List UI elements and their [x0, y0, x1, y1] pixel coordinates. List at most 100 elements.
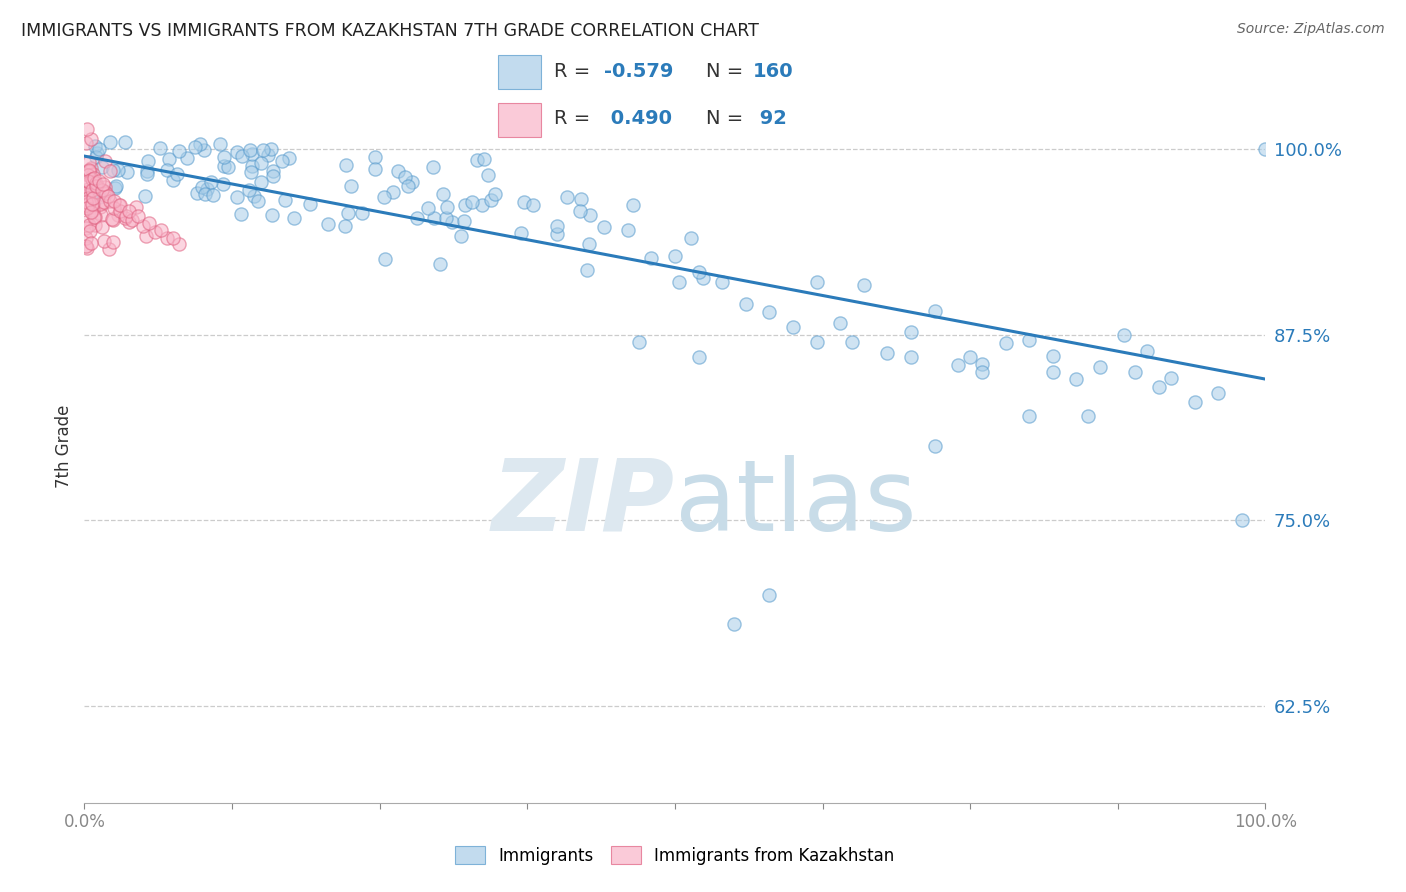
Point: [924, 304, 946, 318]
Point: [149, 141, 172, 155]
Point: [664, 249, 686, 263]
Point: [134, 188, 156, 202]
Text: 92: 92: [752, 110, 786, 128]
Point: [679, 231, 702, 245]
Point: [125, 200, 148, 214]
Point: [195, 182, 218, 196]
Point: [101, 235, 124, 249]
Point: [262, 169, 284, 183]
Point: [75, 239, 97, 253]
Point: [252, 143, 274, 157]
Point: [108, 198, 131, 212]
Point: [734, 297, 756, 311]
Bar: [498, 103, 541, 137]
Point: [948, 358, 970, 372]
Point: [333, 219, 356, 234]
Point: [98, 242, 121, 256]
Point: [1018, 333, 1040, 347]
Point: [79, 186, 101, 201]
Point: [75, 136, 97, 150]
Point: [1206, 386, 1229, 401]
Point: [90, 208, 112, 222]
Point: [250, 155, 273, 169]
Point: [135, 229, 157, 244]
Point: [212, 159, 235, 173]
Point: [188, 136, 211, 151]
Point: [262, 164, 284, 178]
Point: [101, 211, 124, 226]
Point: [132, 219, 155, 233]
Point: [87, 142, 110, 156]
Point: [80, 172, 103, 186]
Point: [569, 192, 592, 206]
Point: [101, 212, 124, 227]
Point: [93, 184, 115, 198]
Point: [83, 210, 105, 224]
Point: [76, 181, 98, 195]
Point: [238, 184, 260, 198]
Point: [240, 147, 263, 161]
Point: [214, 150, 236, 164]
Point: [806, 275, 828, 289]
Point: [363, 161, 385, 176]
Point: [84, 139, 107, 153]
Point: [484, 187, 506, 202]
Point: [104, 180, 127, 194]
Point: [103, 194, 125, 208]
Point: [75, 192, 97, 206]
Point: [76, 174, 98, 188]
Point: [115, 164, 138, 178]
Point: [711, 276, 734, 290]
Point: [84, 218, 107, 232]
Point: [841, 334, 863, 349]
Point: [83, 211, 105, 225]
Point: [453, 213, 475, 227]
Point: [138, 216, 160, 230]
Point: [970, 365, 993, 379]
Point: [240, 159, 263, 173]
Point: [212, 178, 235, 192]
Point: [465, 153, 488, 167]
Point: [782, 320, 804, 334]
Point: [569, 203, 592, 218]
Point: [513, 195, 536, 210]
Point: [84, 151, 107, 165]
Point: [94, 186, 117, 201]
Point: [82, 191, 104, 205]
Point: [87, 190, 110, 204]
Point: [243, 189, 266, 203]
Point: [150, 223, 173, 237]
Point: [77, 193, 100, 207]
Point: [640, 251, 662, 265]
Point: [257, 148, 280, 162]
Point: [454, 198, 477, 212]
Point: [75, 231, 97, 245]
Point: [1112, 328, 1135, 343]
Point: [80, 172, 103, 186]
Point: [202, 187, 225, 202]
Point: [852, 277, 875, 292]
Point: [75, 195, 97, 210]
Text: Source: ZipAtlas.com: Source: ZipAtlas.com: [1237, 22, 1385, 37]
Point: [249, 175, 271, 189]
Point: [156, 162, 179, 177]
Point: [1088, 359, 1111, 374]
Point: [98, 135, 121, 149]
Point: [1184, 395, 1206, 409]
Point: [1160, 370, 1182, 384]
Point: [900, 325, 922, 339]
Point: [441, 215, 464, 229]
Point: [77, 219, 100, 233]
Point: [166, 167, 188, 181]
Point: [335, 158, 357, 172]
Point: [76, 241, 98, 255]
Point: [75, 198, 97, 212]
Point: [90, 160, 112, 174]
Point: [82, 188, 104, 202]
Text: atlas: atlas: [675, 455, 917, 551]
Point: [461, 195, 484, 210]
Point: [98, 164, 121, 178]
Y-axis label: 7th Grade: 7th Grade: [55, 404, 73, 488]
Point: [114, 135, 136, 149]
Point: [422, 160, 444, 174]
